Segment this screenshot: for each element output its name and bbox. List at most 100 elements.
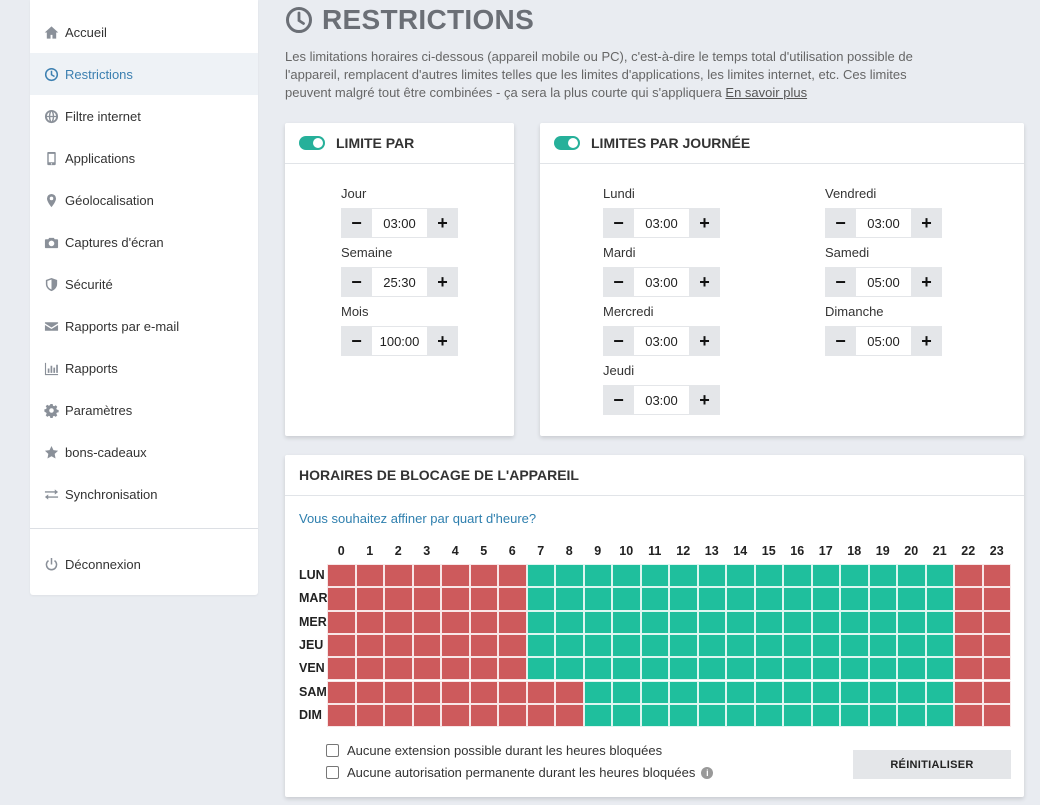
allowed-hour-cell[interactable] — [783, 564, 812, 588]
blocked-hour-cell[interactable] — [412, 587, 441, 611]
sidebar-item-geolocalisation[interactable]: Géolocalisation — [30, 179, 258, 221]
allowed-hour-cell[interactable] — [897, 657, 926, 681]
allowed-hour-cell[interactable] — [583, 633, 612, 658]
allowed-hour-cell[interactable] — [583, 564, 612, 588]
blocked-hour-cell[interactable] — [384, 610, 413, 634]
allowed-hour-cell[interactable] — [897, 610, 926, 634]
blocked-hour-cell[interactable] — [441, 680, 470, 704]
allowed-hour-cell[interactable] — [612, 657, 641, 681]
blocked-hour-cell[interactable] — [441, 587, 470, 611]
blocked-hour-cell[interactable] — [954, 680, 983, 704]
allowed-hour-cell[interactable] — [726, 703, 755, 728]
allowed-hour-cell[interactable] — [897, 633, 926, 658]
stepper-value[interactable]: 03:00 — [856, 208, 911, 238]
blocked-hour-cell[interactable] — [412, 657, 441, 681]
allowed-hour-cell[interactable] — [783, 680, 812, 704]
allowed-hour-cell[interactable] — [640, 703, 669, 728]
allowed-hour-cell[interactable] — [697, 633, 726, 658]
allowed-hour-cell[interactable] — [697, 680, 726, 704]
decrement-button[interactable]: − — [613, 212, 624, 233]
blocked-hour-cell[interactable] — [526, 680, 555, 704]
allowed-hour-cell[interactable] — [783, 587, 812, 611]
allowed-hour-cell[interactable] — [811, 610, 840, 634]
blocked-hour-cell[interactable] — [982, 610, 1011, 634]
sidebar-item-rapports[interactable]: Rapports — [30, 347, 258, 389]
blocked-hour-cell[interactable] — [412, 633, 441, 658]
allowed-hour-cell[interactable] — [555, 564, 584, 588]
blocked-hour-cell[interactable] — [384, 703, 413, 728]
blocked-hour-cell[interactable] — [327, 633, 356, 658]
allowed-hour-cell[interactable] — [897, 587, 926, 611]
allowed-hour-cell[interactable] — [526, 610, 555, 634]
allowed-hour-cell[interactable] — [526, 657, 555, 681]
increment-button[interactable]: + — [921, 212, 932, 233]
info-icon[interactable]: i — [701, 766, 714, 779]
allowed-hour-cell[interactable] — [726, 633, 755, 658]
allowed-hour-cell[interactable] — [811, 657, 840, 681]
blocked-hour-cell[interactable] — [384, 657, 413, 681]
blocked-hour-cell[interactable] — [355, 657, 384, 681]
blocked-hour-cell[interactable] — [469, 703, 498, 728]
allowed-hour-cell[interactable] — [697, 703, 726, 728]
blocked-hour-cell[interactable] — [498, 610, 527, 634]
blocked-hour-cell[interactable] — [441, 657, 470, 681]
no-permanent-checkbox[interactable] — [326, 766, 339, 779]
blocked-hour-cell[interactable] — [954, 587, 983, 611]
allowed-hour-cell[interactable] — [726, 657, 755, 681]
allowed-hour-cell[interactable] — [840, 680, 869, 704]
allowed-hour-cell[interactable] — [754, 610, 783, 634]
allowed-hour-cell[interactable] — [754, 633, 783, 658]
allowed-hour-cell[interactable] — [697, 564, 726, 588]
blocked-hour-cell[interactable] — [555, 703, 584, 728]
allowed-hour-cell[interactable] — [726, 610, 755, 634]
allowed-hour-cell[interactable] — [583, 610, 612, 634]
limit-per-toggle[interactable] — [299, 136, 325, 150]
allowed-hour-cell[interactable] — [669, 657, 698, 681]
no-extension-option[interactable]: Aucune extension possible durant les heu… — [326, 743, 662, 758]
blocked-hour-cell[interactable] — [355, 703, 384, 728]
learn-more-link[interactable]: En savoir plus — [725, 85, 808, 100]
blocked-hour-cell[interactable] — [327, 610, 356, 634]
stepper-value[interactable]: 05:00 — [856, 267, 911, 297]
allowed-hour-cell[interactable] — [925, 703, 954, 728]
no-permanent-option[interactable]: Aucune autorisation permanente durant le… — [326, 765, 714, 780]
blocked-hour-cell[interactable] — [441, 633, 470, 658]
sidebar-item-restrictions[interactable]: Restrictions — [30, 53, 258, 95]
decrement-button[interactable]: − — [613, 271, 624, 292]
blocked-hour-cell[interactable] — [355, 610, 384, 634]
stepper-value[interactable]: 03:00 — [372, 208, 427, 238]
allowed-hour-cell[interactable] — [697, 610, 726, 634]
decrement-button[interactable]: − — [351, 212, 362, 233]
allowed-hour-cell[interactable] — [612, 610, 641, 634]
allowed-hour-cell[interactable] — [669, 633, 698, 658]
allowed-hour-cell[interactable] — [583, 680, 612, 704]
allowed-hour-cell[interactable] — [640, 633, 669, 658]
blocked-hour-cell[interactable] — [954, 703, 983, 728]
allowed-hour-cell[interactable] — [726, 564, 755, 588]
increment-button[interactable]: + — [699, 389, 710, 410]
allowed-hour-cell[interactable] — [868, 680, 897, 704]
sidebar-item-securite[interactable]: Sécurité — [30, 263, 258, 305]
decrement-button[interactable]: − — [835, 330, 846, 351]
increment-button[interactable]: + — [699, 212, 710, 233]
decrement-button[interactable]: − — [351, 330, 362, 351]
allowed-hour-cell[interactable] — [925, 633, 954, 658]
blocked-hour-cell[interactable] — [498, 703, 527, 728]
blocked-hour-cell[interactable] — [469, 657, 498, 681]
blocked-hour-cell[interactable] — [498, 564, 527, 588]
allowed-hour-cell[interactable] — [526, 564, 555, 588]
decrement-button[interactable]: − — [835, 212, 846, 233]
allowed-hour-cell[interactable] — [612, 680, 641, 704]
decrement-button[interactable]: − — [613, 330, 624, 351]
allowed-hour-cell[interactable] — [811, 703, 840, 728]
stepper-value[interactable]: 03:00 — [634, 326, 689, 356]
increment-button[interactable]: + — [437, 271, 448, 292]
allowed-hour-cell[interactable] — [840, 610, 869, 634]
allowed-hour-cell[interactable] — [640, 680, 669, 704]
increment-button[interactable]: + — [437, 212, 448, 233]
no-extension-checkbox[interactable] — [326, 744, 339, 757]
stepper-value[interactable]: 03:00 — [634, 267, 689, 297]
blocked-hour-cell[interactable] — [355, 680, 384, 704]
allowed-hour-cell[interactable] — [697, 587, 726, 611]
allowed-hour-cell[interactable] — [754, 564, 783, 588]
